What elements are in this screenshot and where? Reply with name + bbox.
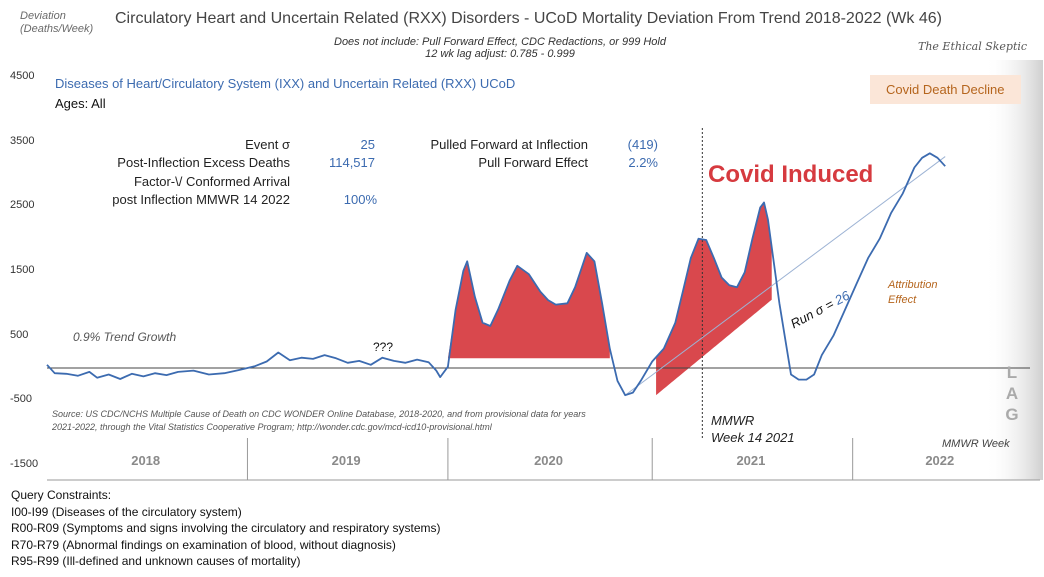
y-tick-label: 500: [10, 328, 29, 341]
source-note: Source: US CDC/NCHS Multiple Cause of De…: [52, 408, 586, 434]
y-axis-label-line1: Deviation: [20, 10, 66, 22]
pulled-forward-value: (419): [627, 137, 658, 152]
y-axis-label: Deviation (Deaths/Week): [20, 10, 93, 36]
y-axis-label-line2: (Deaths/Week): [20, 23, 94, 35]
query-line: R70-R79 (Abnormal findings on examinatio…: [11, 537, 396, 552]
event-sigma-value: 25: [360, 137, 375, 152]
y-tick-label: 2500: [10, 199, 35, 212]
lag-label: L A G: [1002, 362, 1022, 425]
y-tick-label: -1500: [10, 458, 39, 470]
query-line: R95-R99 (Ill-defined and unknown causes …: [11, 554, 301, 568]
attribution-line1: Attribution: [888, 279, 938, 291]
mmwr-line1: MMWR: [711, 413, 755, 428]
lag-shading: [985, 60, 1043, 480]
lag-letter-a: A: [1005, 384, 1019, 403]
lag-letter-g: G: [1005, 405, 1019, 424]
subtitle-line2: 12 wk lag adjust: 0.785 - 0.999: [425, 48, 575, 60]
y-tick-label: 4500: [10, 70, 35, 82]
event-sigma-label: Event σ: [245, 137, 290, 152]
factor-label-line2: post Inflection MMWR 14 2022: [112, 192, 290, 207]
chart-svg: [46, 60, 1043, 481]
subtitle-line1: Does not include: Pull Forward Effect, C…: [334, 36, 666, 48]
source-line2: 2021-2022, through the Vital Statistics …: [52, 422, 492, 432]
attribution-line2: Effect: [888, 294, 917, 306]
lag-letter-l: L: [1006, 363, 1018, 382]
x-axis-label: MMWR Week: [942, 438, 1010, 450]
y-tick-label: 1500: [10, 264, 35, 276]
factor-value: 100%: [343, 192, 377, 207]
trend-growth-note: 0.9% Trend Growth: [73, 330, 177, 344]
ages-label: Ages: All: [55, 96, 106, 111]
brand-watermark: The Ethical Skeptic: [918, 40, 1028, 53]
mmwr-line2: Week 14 2021: [711, 430, 795, 445]
series-legend: Diseases of Heart/Circulatory System (IX…: [55, 76, 516, 91]
covid-induced-fill-2021: [656, 202, 772, 396]
pulled-forward-label: Pulled Forward at Inflection: [430, 137, 588, 152]
covid-induced-fill-2020: [447, 252, 610, 359]
trend-baseline-line: [624, 156, 946, 396]
pull-forward-effect-label: Pull Forward Effect: [478, 155, 588, 170]
pull-forward-effect-value: 2.2%: [628, 155, 658, 170]
year-label: 2019: [331, 453, 361, 468]
year-label: 2022: [925, 453, 955, 468]
query-line: I00-I99 (Diseases of the circulatory sys…: [11, 504, 242, 519]
y-tick-label: 3500: [10, 134, 35, 147]
year-label: 2020: [534, 453, 563, 468]
attribution-effect-label: Attribution Effect: [888, 278, 938, 308]
source-line1: Source: US CDC/NCHS Multiple Cause of De…: [52, 409, 586, 419]
query-heading: Query Constraints:: [11, 488, 112, 502]
deviation-series-line: [46, 152, 946, 397]
query-line: R00-R09 (Symptoms and signs involving th…: [11, 521, 441, 535]
mmwr-week14-label: MMWR Week 14 2021: [711, 412, 795, 446]
query-constraints: Query Constraints: I00-I99 (Diseases of …: [11, 487, 441, 570]
covid-induced-label: Covid Induced: [708, 161, 874, 188]
factor-label-line1: Factor-\/ Conformed Arrival: [133, 174, 290, 189]
excess-deaths-value: 114,517: [328, 155, 375, 170]
unknown-marker: ???: [373, 340, 394, 354]
year-label: 2021: [736, 453, 766, 468]
year-label: 2018: [131, 453, 161, 468]
covid-death-decline-badge: Covid Death Decline: [870, 75, 1021, 104]
chart-title: Circulatory Heart and Uncertain Related …: [115, 10, 942, 27]
chart-subtitle: Does not include: Pull Forward Effect, C…: [300, 36, 700, 60]
y-tick-label: -500: [10, 393, 33, 406]
excess-deaths-label: Post-Inflection Excess Deaths: [117, 155, 290, 170]
